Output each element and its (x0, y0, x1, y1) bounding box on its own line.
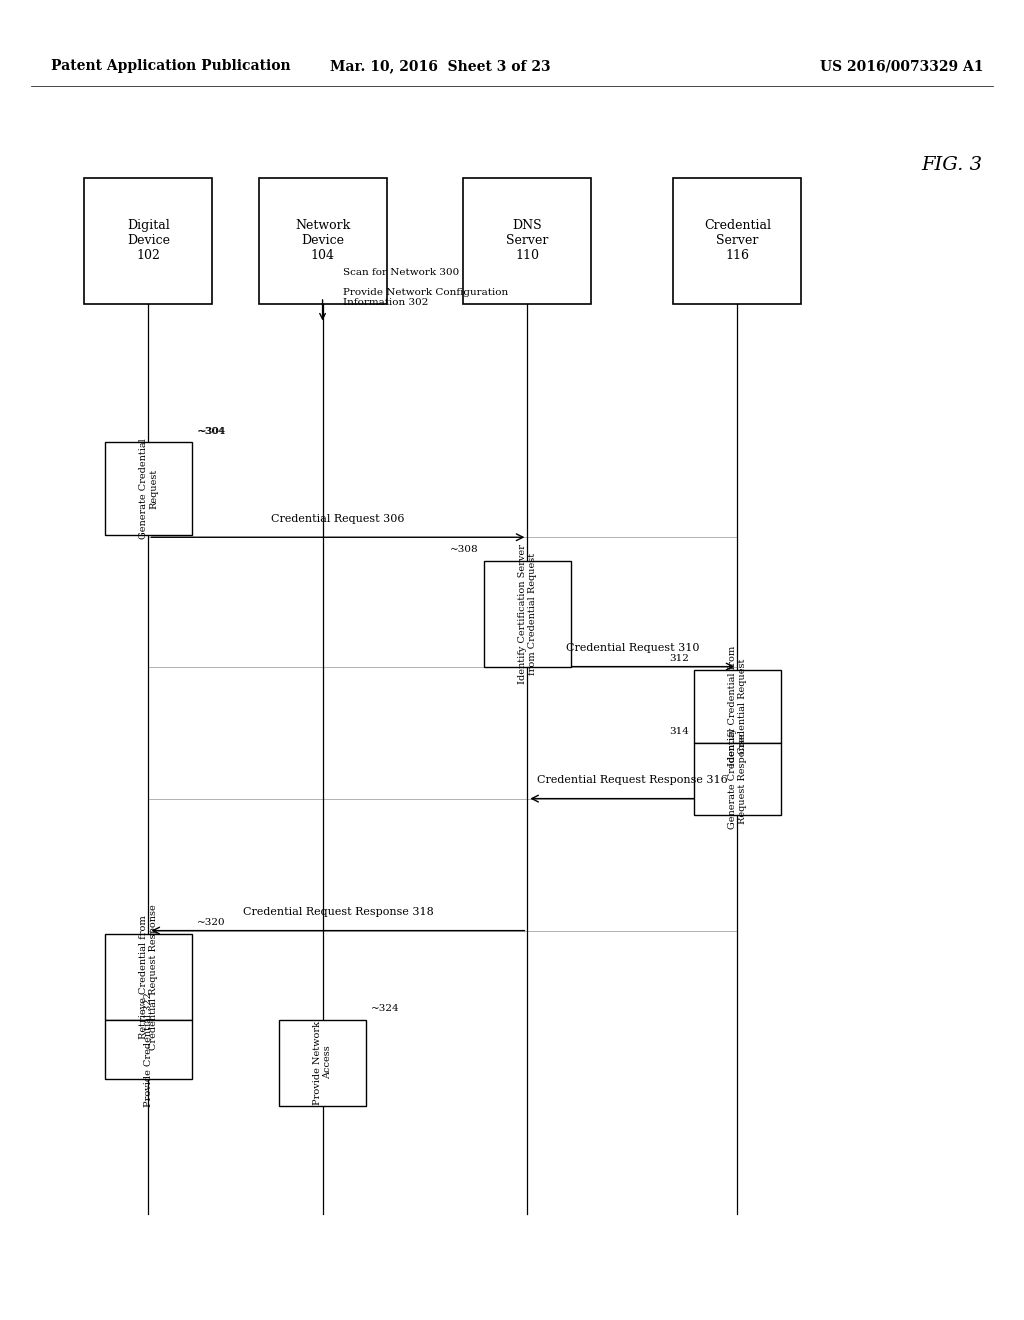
Bar (104, 935, 193, 1019)
Bar (694, 671, 780, 742)
Bar (694, 743, 780, 816)
Bar (279, 1019, 367, 1106)
Text: Credential Request 306: Credential Request 306 (271, 513, 404, 524)
Text: Identify Certification Server
from Credential Request: Identify Certification Server from Crede… (518, 544, 537, 684)
Text: Identify Credential from
Credential Request: Identify Credential from Credential Requ… (728, 645, 746, 767)
Text: Provide Credential 322: Provide Credential 322 (144, 991, 153, 1107)
Text: Provide Network Configuration
Information 302: Provide Network Configuration Informatio… (343, 277, 508, 308)
Text: ~304: ~304 (199, 426, 226, 436)
Text: Credential
Server
116: Credential Server 116 (703, 219, 771, 263)
Text: 314: 314 (669, 727, 688, 737)
Bar (674, 178, 801, 304)
Bar (104, 442, 193, 535)
Bar (463, 178, 592, 304)
Text: Digital
Device
102: Digital Device 102 (127, 219, 170, 263)
Text: US 2016/0073329 A1: US 2016/0073329 A1 (819, 59, 983, 74)
Text: Provide Network
Access: Provide Network Access (313, 1020, 332, 1105)
Text: 312: 312 (669, 655, 688, 663)
Text: Network
Device
104: Network Device 104 (295, 219, 350, 263)
Bar (84, 178, 213, 304)
Bar (104, 1020, 193, 1080)
Bar (258, 178, 387, 304)
Text: Credential Request Response 316: Credential Request Response 316 (537, 775, 728, 785)
Text: DNS
Server
110: DNS Server 110 (506, 219, 549, 263)
Text: ~320: ~320 (197, 919, 225, 927)
Text: Generate Credential
Request Response: Generate Credential Request Response (728, 729, 746, 829)
Text: Patent Application Publication: Patent Application Publication (51, 59, 291, 74)
Text: ~324: ~324 (372, 1005, 399, 1014)
Text: Scan for Network 300: Scan for Network 300 (343, 268, 460, 277)
Text: Generate Credential
Request: Generate Credential Request (139, 438, 158, 539)
Text: FIG. 3: FIG. 3 (922, 156, 983, 174)
Text: Credential Request 310: Credential Request 310 (565, 643, 699, 653)
Text: Mar. 10, 2016  Sheet 3 of 23: Mar. 10, 2016 Sheet 3 of 23 (330, 59, 551, 74)
Text: Credential Request Response 318: Credential Request Response 318 (243, 907, 433, 917)
Text: ~304: ~304 (197, 426, 225, 436)
Bar (484, 561, 571, 667)
Text: Retrieve Credential from
Credential Request Response: Retrieve Credential from Credential Requ… (139, 904, 158, 1049)
Text: ~308: ~308 (451, 545, 479, 554)
